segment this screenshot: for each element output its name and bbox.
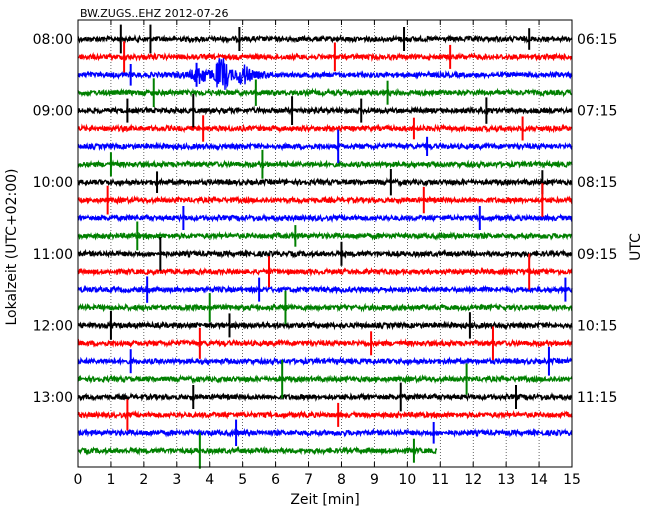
- x-axis-label: Zeit [min]: [290, 492, 359, 508]
- y-tick-label-right: 08:15: [577, 175, 617, 191]
- trace-19: [77, 374, 573, 385]
- y-axis-right: 06:15 07:15 08:15 09:15 10:15 11:15: [567, 32, 617, 406]
- trace-21: [77, 409, 573, 420]
- x-tick-label: 14: [530, 472, 548, 488]
- y-tick-label-right: 07:15: [577, 104, 617, 120]
- traces: [77, 34, 573, 456]
- x-tick-label: 10: [398, 472, 416, 488]
- y-tick-label-right: 06:15: [577, 32, 617, 48]
- trace-3: [77, 87, 573, 98]
- x-tick-label: 8: [337, 472, 346, 488]
- trace-4: [77, 105, 573, 116]
- trace-10: [77, 212, 573, 223]
- x-grid: [110, 20, 540, 467]
- trace-9: [77, 195, 573, 206]
- spikes: [106, 24, 567, 469]
- x-tick-label: 0: [74, 472, 83, 488]
- trace-11: [77, 231, 573, 241]
- y-tick-label-left: 10:00: [33, 175, 73, 191]
- trace-8: [77, 177, 573, 188]
- x-tick-label: 11: [431, 472, 449, 488]
- x-tick-label: 1: [106, 472, 115, 488]
- y-tick-label-right: 11:15: [577, 390, 617, 406]
- trace-0: [77, 34, 573, 44]
- trace-7: [77, 159, 573, 170]
- y-tick-label-right: 10:15: [577, 318, 617, 334]
- x-tick-label: 2: [139, 472, 148, 488]
- trace-18: [77, 356, 573, 367]
- x-tick-label: 3: [172, 472, 181, 488]
- x-tick-label: 4: [205, 472, 214, 488]
- plot-background: [78, 20, 572, 467]
- trace-14: [77, 284, 573, 295]
- y-axis-right-label: UTC: [628, 233, 644, 261]
- trace-15: [77, 302, 573, 313]
- x-tick-label: 9: [370, 472, 379, 488]
- y-tick-label-left: 13:00: [33, 390, 73, 406]
- y-tick-label-left: 11:00: [33, 247, 73, 263]
- trace-23: [77, 445, 438, 456]
- trace-17: [77, 338, 573, 349]
- y-tick-label-left: 08:00: [33, 32, 73, 48]
- trace-5: [77, 123, 573, 134]
- chart-title: BW.ZUGS..EHZ 2012-07-26: [80, 7, 229, 20]
- x-tick-label: 5: [238, 472, 247, 488]
- trace-13: [77, 266, 573, 277]
- x-tick-label: 12: [464, 472, 482, 488]
- trace-6: [77, 141, 573, 152]
- trace-20: [77, 391, 573, 402]
- x-tick-label: 15: [563, 472, 581, 488]
- y-tick-label-left: 12:00: [33, 318, 73, 334]
- trace-1: [77, 51, 573, 62]
- x-tick-label: 7: [304, 472, 313, 488]
- x-tick-label: 6: [271, 472, 280, 488]
- trace-22: [77, 427, 573, 438]
- trace-2: [77, 58, 573, 90]
- x-tick-label: 13: [497, 472, 515, 488]
- y-tick-label-left: 09:00: [33, 104, 73, 120]
- plot-frame: [77, 19, 573, 468]
- y-tick-label-right: 09:15: [577, 247, 617, 263]
- trace-16: [77, 320, 573, 331]
- x-axis: 0 1 2 3 4 5 6 7 8 9 10 11 12 13 14 15: [74, 20, 581, 488]
- y-axis-left: 08:00 09:00 10:00 11:00 12:00 13:00: [33, 32, 83, 406]
- y-axis-left-label: Lokalzeit (UTC+02:00): [4, 169, 20, 326]
